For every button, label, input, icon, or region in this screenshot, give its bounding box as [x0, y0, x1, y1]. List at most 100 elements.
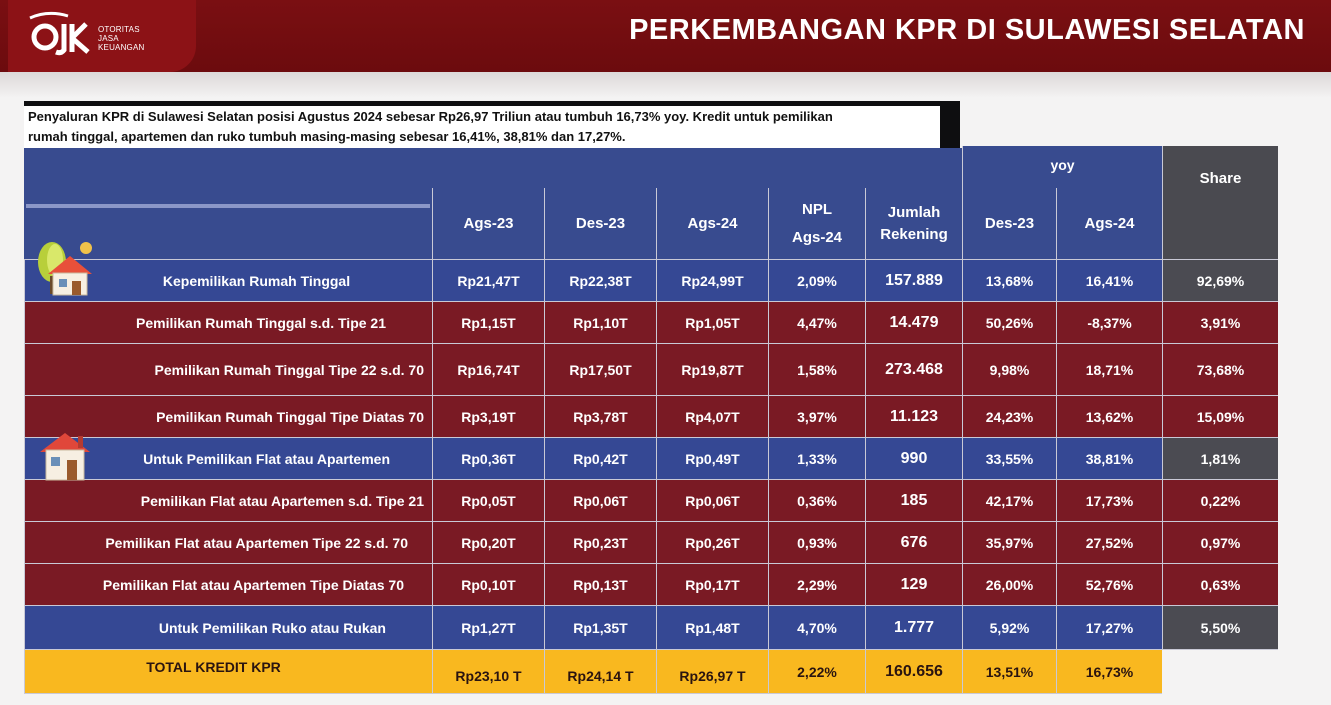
cell-jumlah-rekening: 273.468 — [865, 344, 962, 396]
cell-share: 5,50% — [1162, 606, 1278, 650]
col-header-share: Share — [1162, 146, 1278, 260]
summary-line-2: rumah tinggal, apartemen dan ruko tumbuh… — [28, 129, 626, 144]
cell-ags24: Rp19,87T — [656, 344, 768, 396]
cell-des23: Rp0,42T — [544, 438, 656, 480]
jumlah-header-line-1: Jumlah — [887, 203, 941, 221]
house-icon — [40, 433, 90, 481]
cell-npl: 2,09% — [768, 260, 865, 302]
cell-yoy-ags24: 18,71% — [1056, 344, 1162, 396]
cell-npl: 2,29% — [768, 564, 865, 606]
cell-jumlah-rekening: 185 — [865, 480, 962, 522]
cell-yoy-des23: 5,92% — [962, 606, 1056, 650]
row-label-rumah-tinggal-tipe-21: Pemilikan Rumah Tinggal s.d. Tipe 21 — [24, 302, 432, 344]
cell-ags24: Rp0,17T — [656, 564, 768, 606]
cell-share: 3,91% — [1162, 302, 1278, 344]
ojk-logo-text: OTORITAS JASA KEUANGAN — [98, 25, 145, 52]
cell-ags24: Rp24,99T — [656, 260, 768, 302]
cell-share: 0,22% — [1162, 480, 1278, 522]
row-label-rumah-tinggal-tipe-diatas-70: Pemilikan Rumah Tinggal Tipe Diatas 70 — [24, 396, 432, 438]
cell-yoy-des23: 26,00% — [962, 564, 1056, 606]
col-header-yoy-des23: Des-23 — [962, 188, 1056, 260]
col-header-ags23: Ags-23 — [432, 188, 544, 260]
cell-yoy-des23: 13,68% — [962, 260, 1056, 302]
cell-ags24: Rp0,26T — [656, 522, 768, 564]
npl-header-line-1: NPL — [802, 200, 832, 218]
cell-yoy-des23: 35,97% — [962, 522, 1056, 564]
cell-yoy-des23: 33,55% — [962, 438, 1056, 480]
cell-ags24: Rp1,05T — [656, 302, 768, 344]
cell-yoy-ags24: 13,62% — [1056, 396, 1162, 438]
cell-yoy-ags24: 16,41% — [1056, 260, 1162, 302]
yoy-header-label: yoy — [1050, 157, 1075, 173]
cell-yoy-ags24: 17,27% — [1056, 606, 1162, 650]
cell-ags23: Rp0,36T — [432, 438, 544, 480]
header-accent-line — [26, 204, 430, 208]
cell-jumlah-rekening: 1.777 — [865, 606, 962, 650]
cell-npl: 3,97% — [768, 396, 865, 438]
cell-yoy-des23: 13,51% — [962, 650, 1056, 694]
cell-ags23: Rp1,27T — [432, 606, 544, 650]
row-label-total-kredit-kpr: TOTAL KREDIT KPR — [24, 650, 432, 694]
col-header-ags24: Ags-24 — [656, 188, 768, 260]
banner-shadow — [0, 72, 1331, 98]
cell-ags23: Rp0,10T — [432, 564, 544, 606]
cell-yoy-des23: 50,26% — [962, 302, 1056, 344]
cell-yoy-ags24: 52,76% — [1056, 564, 1162, 606]
cell-des23: Rp0,06T — [544, 480, 656, 522]
logo-line-2: JASA — [98, 34, 119, 43]
cell-yoy-des23: 9,98% — [962, 344, 1056, 396]
cell-ags24: Rp4,07T — [656, 396, 768, 438]
cell-yoy-ags24: 38,81% — [1056, 438, 1162, 480]
cell-ags24: Rp0,49T — [656, 438, 768, 480]
cell-yoy-des23: 24,23% — [962, 396, 1056, 438]
row-label-flat-tipe-diatas-70: Pemilikan Flat atau Apartemen Tipe Diata… — [24, 564, 432, 606]
cell-ags23: Rp3,19T — [432, 396, 544, 438]
page-title: PERKEMBANGAN KPR DI SULAWESI SELATAN — [629, 14, 1305, 46]
cell-jumlah-rekening: 676 — [865, 522, 962, 564]
row-label-kepemilikan-rumah-tinggal: Kepemilikan Rumah Tinggal — [24, 260, 432, 302]
cell-ags24: Rp26,97 T — [656, 650, 768, 694]
cell-npl: 4,47% — [768, 302, 865, 344]
cell-yoy-ags24: -8,37% — [1056, 302, 1162, 344]
cell-ags23: Rp23,10 T — [432, 650, 544, 694]
cell-share: 0,97% — [1162, 522, 1278, 564]
cell-ags23: Rp0,05T — [432, 480, 544, 522]
jumlah-header-line-2: Rekening — [880, 225, 948, 243]
row-label-ruko-rukan: Untuk Pemilikan Ruko atau Rukan — [24, 606, 432, 650]
cell-jumlah-rekening: 11.123 — [865, 396, 962, 438]
yoy-header: yoy — [962, 146, 1162, 188]
cell-des23: Rp24,14 T — [544, 650, 656, 694]
cell-jumlah-rekening: 129 — [865, 564, 962, 606]
col-header-des23: Des-23 — [544, 188, 656, 260]
summary-line-1: Penyaluran KPR di Sulawesi Selatan posis… — [28, 109, 833, 124]
logo-line-3: KEUANGAN — [98, 43, 145, 52]
cell-npl: 2,22% — [768, 650, 865, 694]
cell-npl: 0,36% — [768, 480, 865, 522]
col-header-npl: NPL Ags-24 — [768, 188, 865, 260]
row-label-flat-tipe-22-70: Pemilikan Flat atau Apartemen Tipe 22 s.… — [24, 522, 432, 564]
cell-npl: 1,33% — [768, 438, 865, 480]
npl-header-line-2: Ags-24 — [791, 228, 843, 246]
row-label-flat-tipe-21: Pemilikan Flat atau Apartemen s.d. Tipe … — [24, 480, 432, 522]
cell-yoy-ags24: 27,52% — [1056, 522, 1162, 564]
col-header-jumlah-rekening: Jumlah Rekening — [865, 188, 962, 260]
cell-ags23: Rp1,15T — [432, 302, 544, 344]
cell-des23: Rp3,78T — [544, 396, 656, 438]
cell-share: 0,63% — [1162, 564, 1278, 606]
cell-des23: Rp17,50T — [544, 344, 656, 396]
cell-des23: Rp22,38T — [544, 260, 656, 302]
cell-des23: Rp1,35T — [544, 606, 656, 650]
cell-ags24: Rp0,06T — [656, 480, 768, 522]
summary-text: Penyaluran KPR di Sulawesi Selatan posis… — [24, 106, 940, 148]
row-label-flat-apartemen: Untuk Pemilikan Flat atau Apartemen — [24, 438, 432, 480]
cell-npl: 4,70% — [768, 606, 865, 650]
cell-npl: 0,93% — [768, 522, 865, 564]
cell-jumlah-rekening: 160.656 — [865, 650, 962, 694]
cell-des23: Rp0,23T — [544, 522, 656, 564]
row-label-rumah-tinggal-tipe-22-70: Pemilikan Rumah Tinggal Tipe 22 s.d. 70 — [24, 344, 432, 396]
cell-npl: 1,58% — [768, 344, 865, 396]
house-tree-icon — [38, 242, 92, 296]
cell-share: 1,81% — [1162, 438, 1278, 480]
logo-line-1: OTORITAS — [98, 25, 140, 34]
